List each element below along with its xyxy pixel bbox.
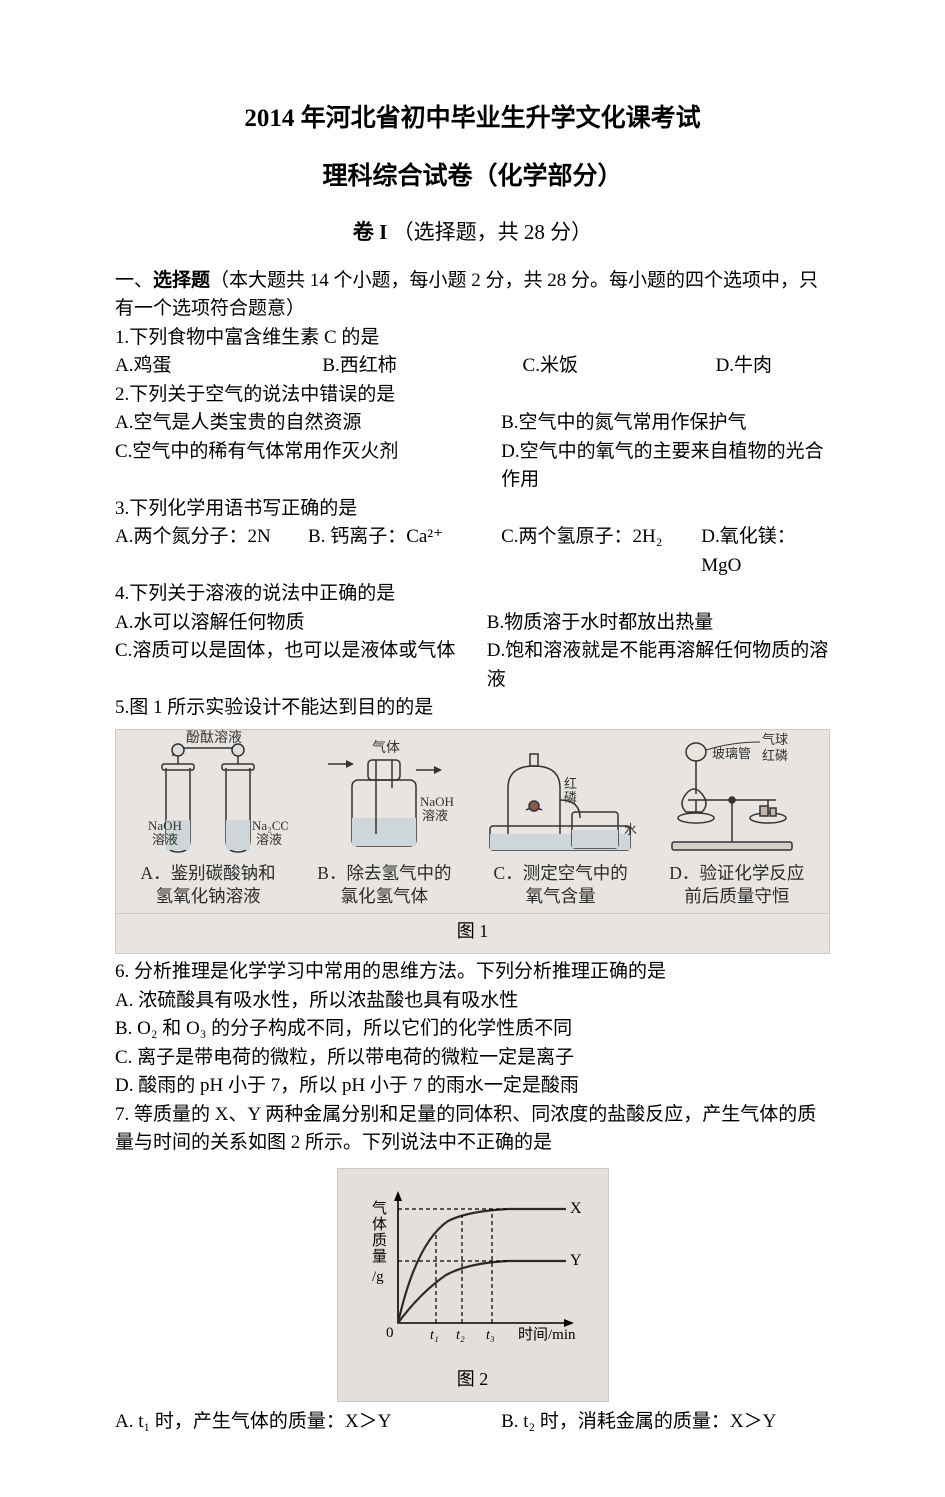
exp-d-glass: 玻璃管 — [712, 746, 751, 761]
exp-b: 气体 NaOH 溶液 — [298, 740, 470, 910]
exp-a-letter: A． — [141, 863, 171, 883]
q6-opt-d: D. 酸雨的 pH 小于 7，所以 pH 小于 7 的雨水一定是酸雨 — [115, 1072, 830, 1101]
q3-options: A.两个氮分子：2N B. 钙离子：Ca²⁺ C.两个氢原子：2H₂ D.氧化镁… — [115, 523, 830, 580]
page-title: 2014 年河北省初中毕业生升学文化课考试 — [115, 100, 830, 138]
exp-c-diagram: 红 磷 水 — [476, 730, 646, 860]
q7-stem: 7. 等质量的 X、Y 两种金属分别和足量的同体积、同浓度的盐酸反应，产生气体的… — [115, 1101, 830, 1158]
exp-c-letter: C． — [494, 863, 523, 883]
exp-c-phos: 磷 — [564, 790, 577, 805]
q1-opt-a: A.鸡蛋 — [115, 352, 322, 381]
fig2-series-y: Y — [570, 1252, 582, 1269]
q7-opt-a: A. t₁ 时，产生气体的质量：X＞Y — [115, 1408, 501, 1437]
exp-b-gas-label: 气体 — [372, 740, 400, 756]
exp-d-cap1: 验证化学反应 — [699, 863, 804, 883]
exp-d-balloon: 气球 — [762, 732, 788, 747]
exp-b-diagram: 气体 NaOH 溶液 — [304, 730, 464, 860]
q6-opt-b: B. O₂ 和 O₃ 的分子构成不同，所以它们的化学性质不同 — [115, 1015, 830, 1044]
exp-a-label-sol2: 溶液 — [256, 832, 282, 847]
q3-opt-b: B. 钙离子：Ca²⁺ — [308, 523, 501, 580]
q3-opt-d: D.氧化镁：MgO — [701, 523, 830, 580]
exp-b-letter: B． — [317, 863, 346, 883]
fig2-xlabel: 时间/min — [518, 1326, 576, 1343]
q1-options: A.鸡蛋 B.西红柿 C.米饭 D.牛肉 — [115, 352, 830, 381]
q2-stem: 2.下列关于空气的说法中错误的是 — [115, 381, 830, 410]
section-heading: 一、选择题（本大题共 14 个小题，每小题 2 分，共 28 分。每小题的四个选… — [115, 267, 830, 324]
exp-c-water: 水 — [624, 822, 637, 837]
q7-options: A. t₁ 时，产生气体的质量：X＞Y B. t₂ 时，消耗金属的质量：X＞Y — [115, 1408, 830, 1437]
q6-stem: 6. 分析推理是化学学习中常用的思维方法。下列分析推理正确的是 — [115, 958, 830, 987]
exp-b-sol: 溶液 — [422, 808, 448, 823]
fig2-ylabel-1: 气 — [372, 1200, 387, 1217]
exp-c: 红 磷 水 C．测定空气中的 氧气含量 — [475, 740, 647, 910]
q4-opt-c: C.溶质可以是固体，也可以是液体或气体 — [115, 637, 487, 694]
q4-opt-d: D.饱和溶液就是不能再溶解任何物质的溶液 — [487, 637, 830, 694]
fig2-series-x: X — [570, 1200, 582, 1217]
figure-1: 酚酞溶液 — [115, 729, 830, 955]
q5-stem: 5.图 1 所示实验设计不能达到目的的是 — [115, 694, 830, 723]
exp-c-cap1: 测定空气中的 — [523, 863, 628, 883]
q1-opt-d: D.牛肉 — [716, 352, 830, 381]
svg-text:体: 体 — [372, 1216, 387, 1233]
fig2-t1: t₁ — [430, 1328, 439, 1343]
q4-opt-a: A.水可以溶解任何物质 — [115, 609, 487, 638]
figure-2-label: 图 2 — [358, 1366, 588, 1393]
fig2-t3: t₃ — [486, 1328, 495, 1343]
q6-opt-a: A. 浓硫酸具有吸水性，所以浓盐酸也具有吸水性 — [115, 987, 830, 1016]
exp-b-naoh: NaOH — [420, 794, 454, 809]
q4-options-1: A.水可以溶解任何物质 B.物质溶于水时都放出热量 — [115, 609, 830, 638]
section-label: 卷 I （选择题，共 28 分） — [115, 217, 830, 249]
svg-text:量: 量 — [372, 1249, 387, 1265]
q4-options-2: C.溶质可以是固体，也可以是液体或气体 D.饱和溶液就是不能再溶解任何物质的溶液 — [115, 637, 830, 694]
exp-b-cap1: 除去氢气中的 — [346, 863, 451, 883]
page-subtitle: 理科综合试卷（化学部分） — [115, 158, 830, 196]
exp-a-cap2: 氢氧化钠溶液 — [122, 885, 294, 909]
exp-c-red: 红 — [564, 776, 577, 791]
exp-d: 气球 玻璃管 红磷 D．验证化学反应 前后质量守恒 — [651, 740, 823, 910]
exp-a-diagram: 酚酞溶液 — [128, 730, 288, 860]
q2-options-2: C.空气中的稀有气体常用作灭火剂 D.空气中的氧气的主要来自植物的光合作用 — [115, 438, 830, 495]
exp-d-redp: 红磷 — [762, 748, 788, 763]
q7-opt-b: B. t₂ 时，消耗金属的质量：X＞Y — [501, 1408, 830, 1437]
fig2-t2: t₂ — [456, 1328, 465, 1343]
q2-options-1: A.空气是人类宝贵的自然资源 B.空气中的氮气常用作保护气 — [115, 409, 830, 438]
exp-b-cap2: 氯化氢气体 — [298, 885, 470, 909]
exp-a-label-na2co3: Na₂CO₃ — [252, 818, 288, 833]
exp-c-cap2: 氧气含量 — [475, 885, 647, 909]
q3-opt-c: C.两个氢原子：2H₂ — [501, 523, 701, 580]
fig2-origin: 0 — [386, 1325, 394, 1341]
section-heading-bold: 选择题 — [153, 270, 210, 291]
exp-a-label-naoh: NaOH — [148, 818, 182, 833]
exp-a: 酚酞溶液 — [122, 740, 294, 910]
section-label-rest: （选择题，共 28 分） — [393, 220, 593, 244]
q1-opt-b: B.西红柿 — [322, 352, 522, 381]
exp-d-letter: D． — [669, 863, 699, 883]
q2-opt-d: D.空气中的氧气的主要来自植物的光合作用 — [501, 438, 830, 495]
q4-opt-b: B.物质溶于水时都放出热量 — [487, 609, 830, 638]
q1-opt-c: C.米饭 — [523, 352, 716, 381]
section-label-bold: 卷 I — [353, 220, 387, 244]
q2-opt-a: A.空气是人类宝贵的自然资源 — [115, 409, 501, 438]
q3-stem: 3.下列化学用语书写正确的是 — [115, 495, 830, 524]
q2-opt-c: C.空气中的稀有气体常用作灭火剂 — [115, 438, 501, 495]
figure-2: 气 体 质 量 /g 0 — [115, 1168, 830, 1403]
exp-a-top-label: 酚酞溶液 — [186, 730, 242, 746]
q1-stem: 1.下列食物中富含维生素 C 的是 — [115, 324, 830, 353]
exp-a-label-sol1: 溶液 — [152, 832, 178, 847]
q6-opt-c: C. 离子是带电荷的微粒，所以带电荷的微粒一定是离子 — [115, 1044, 830, 1073]
svg-text:/g: /g — [372, 1269, 384, 1285]
q4-stem: 4.下列关于溶液的说法中正确的是 — [115, 580, 830, 609]
exp-d-diagram: 气球 玻璃管 红磷 — [652, 730, 822, 860]
exp-a-cap1: 鉴别碳酸钠和 — [171, 863, 276, 883]
q2-opt-b: B.空气中的氮气常用作保护气 — [501, 409, 830, 438]
svg-text:质: 质 — [372, 1232, 387, 1249]
figure-1-label: 图 1 — [115, 914, 830, 954]
exp-d-cap2: 前后质量守恒 — [651, 885, 823, 909]
figure-2-chart: 气 体 质 量 /g 0 — [358, 1183, 588, 1353]
q3-opt-a: A.两个氮分子：2N — [115, 523, 308, 580]
